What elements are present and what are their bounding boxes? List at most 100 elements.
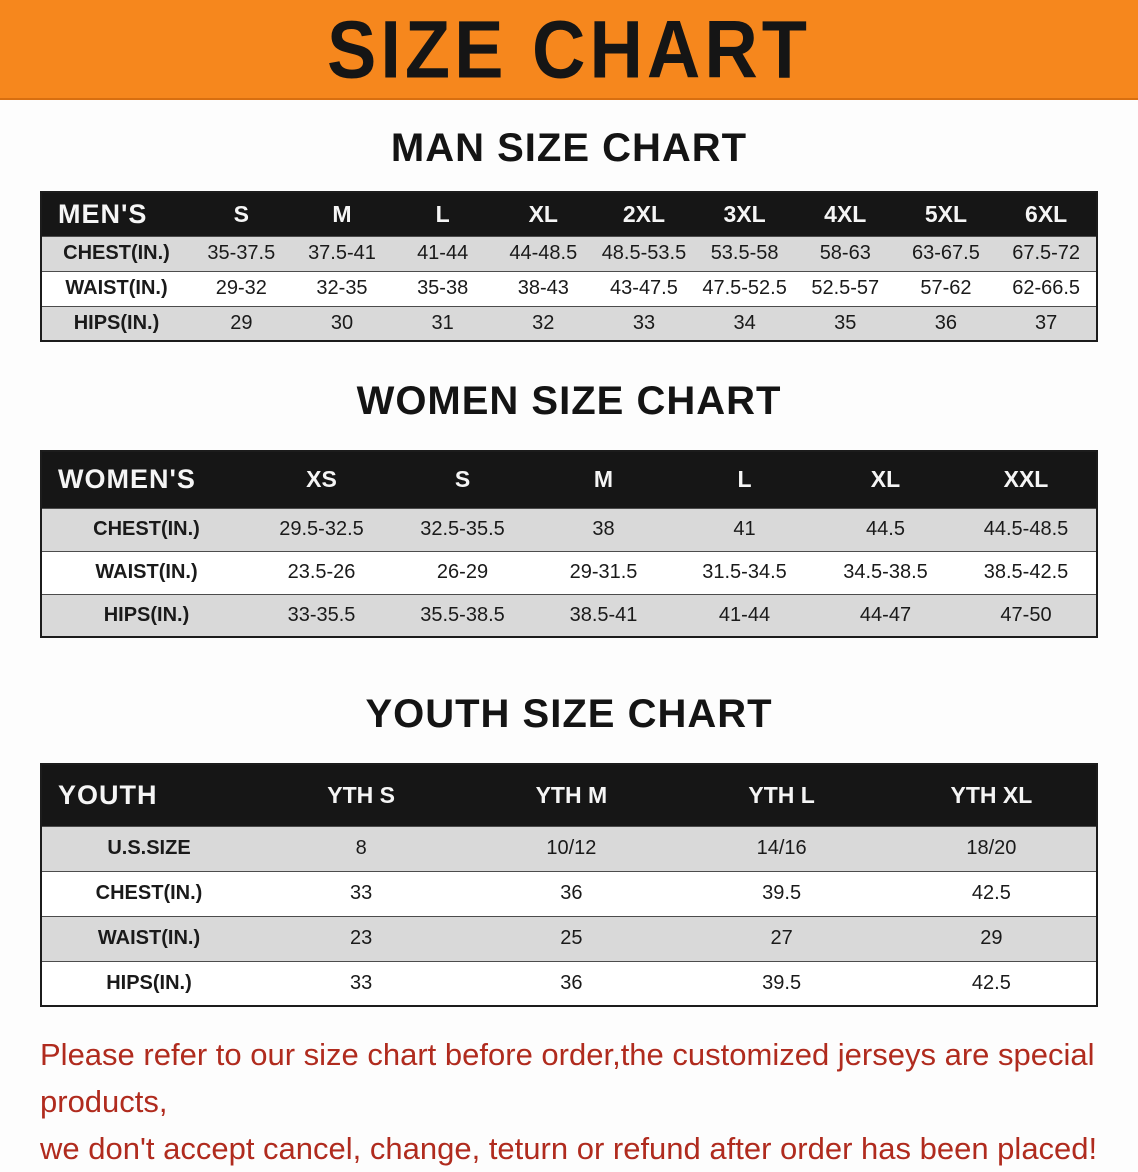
size-value-cell: 18/20 bbox=[966, 837, 1017, 859]
row-label: U.S.SIZE bbox=[107, 837, 191, 859]
size-value-cell: 10/12 bbox=[546, 837, 597, 859]
size-value-cell: 57-62 bbox=[920, 277, 972, 299]
size-value-cell: 43-47.5 bbox=[610, 277, 678, 299]
youth-group-label: YOUTH bbox=[58, 779, 158, 810]
size-value-cell: 38 bbox=[592, 518, 615, 540]
youth-section-heading: YOUTH SIZE CHART bbox=[365, 692, 773, 736]
size-value-cell: 23.5-26 bbox=[287, 561, 356, 583]
size-column-header: YTH M bbox=[535, 781, 608, 808]
size-value-cell: 33-35.5 bbox=[287, 603, 356, 626]
size-value-cell: 33 bbox=[350, 971, 373, 994]
size-column-header: S bbox=[454, 466, 471, 493]
table-row: CHEST(IN.) 33 36 39.5 42.5 bbox=[41, 871, 1097, 916]
size-value-cell: 25 bbox=[560, 927, 583, 949]
size-value-cell: 26-29 bbox=[436, 561, 489, 583]
row-label: CHEST(IN.) bbox=[95, 882, 203, 904]
size-value-cell: 37 bbox=[1035, 311, 1058, 334]
size-value-cell: 48.5-53.5 bbox=[601, 242, 687, 264]
table-row: CHEST(IN.) 35-37.5 37.5-41 41-44 44-48.5 48.5… bbox=[41, 236, 1097, 271]
women-section: WOMEN SIZE CHART WOMEN'S XS S M L XL XXL CHEST(… bbox=[0, 379, 1138, 638]
youth-header-row: YOUTH YTH S YTH M YTH L YTH XL bbox=[41, 764, 1097, 826]
table-row: U.S.SIZE 8 10/12 14/16 18/20 bbox=[41, 826, 1097, 871]
size-column-header: L bbox=[435, 200, 450, 227]
table-row: CHEST(IN.) 29.5-32.5 32.5-35.5 38 41 44.5 44.5… bbox=[41, 508, 1097, 551]
size-value-cell: 27 bbox=[770, 927, 793, 949]
size-value-cell: 33 bbox=[350, 882, 373, 904]
table-row: WAIST(IN.) 23.5-26 26-29 29-31.5 31.5-34.5 34… bbox=[41, 551, 1097, 594]
size-value-cell: 8 bbox=[355, 837, 367, 859]
size-value-cell: 32.5-35.5 bbox=[420, 518, 505, 540]
men-section-heading: MAN SIZE CHART bbox=[390, 126, 748, 170]
row-label: WAIST(IN.) bbox=[95, 561, 198, 583]
women-size-table: WOMEN'S XS S M L XL XXL CHEST(IN.) 29.5-32.5 32.5… bbox=[40, 450, 1098, 638]
mens-group-label: MEN'S bbox=[58, 198, 148, 229]
size-value-cell: 35-38 bbox=[417, 277, 469, 299]
notice-line-2: we don't accept cancel, change, teturn o… bbox=[40, 1131, 1098, 1166]
size-value-cell: 35 bbox=[834, 311, 857, 334]
size-value-cell: 14/16 bbox=[756, 837, 807, 859]
table-row: HIPS(IN.) 33 36 39.5 42.5 bbox=[41, 961, 1097, 1006]
row-label: HIPS(IN.) bbox=[103, 603, 190, 626]
row-label: WAIST(IN.) bbox=[97, 927, 201, 949]
size-value-cell: 42.5 bbox=[971, 971, 1011, 994]
size-value-cell: 44.5 bbox=[866, 518, 905, 540]
size-value-cell: 32-35 bbox=[316, 277, 368, 299]
size-value-cell: 41-44 bbox=[417, 242, 469, 264]
men-section: MAN SIZE CHART MEN'S S M L XL 2XL 3XL 4XL 5XL 6XL… bbox=[0, 126, 1138, 342]
size-value-cell: 36 bbox=[934, 311, 958, 334]
youth-section: YOUTH SIZE CHART YOUTH YTH S YTH M YTH L YTH… bbox=[0, 692, 1138, 1007]
womens-header-row: WOMEN'S XS S M L XL XXL bbox=[41, 451, 1097, 508]
size-value-cell: 29 bbox=[980, 927, 1003, 949]
row-label: HIPS(IN.) bbox=[73, 311, 160, 334]
size-value-cell: 44-48.5 bbox=[509, 242, 578, 264]
table-row: HIPS(IN.) 33-35.5 35.5-38.5 38.5-41 41-44 44-… bbox=[41, 594, 1097, 637]
size-value-cell: 58-63 bbox=[819, 242, 871, 264]
size-column-header: XL bbox=[528, 200, 558, 227]
men-size-table: MEN'S S M L XL 2XL 3XL 4XL 5XL 6XL CHEST(IN.) 35-37… bbox=[40, 191, 1098, 342]
size-value-cell: 63-67.5 bbox=[912, 242, 980, 264]
size-column-header: M bbox=[332, 200, 352, 227]
size-column-header: 2XL bbox=[622, 200, 666, 227]
size-value-cell: 38-43 bbox=[517, 277, 569, 299]
size-value-cell: 32 bbox=[532, 311, 555, 334]
size-column-header: XS bbox=[306, 466, 337, 493]
size-value-cell: 67.5-72 bbox=[1012, 242, 1081, 264]
youth-size-table: YOUTH YTH S YTH M YTH L YTH XL U.S.SIZE 8 10/12… bbox=[40, 763, 1098, 1007]
size-column-header: YTH S bbox=[327, 781, 395, 808]
size-value-cell: 41-44 bbox=[718, 603, 771, 626]
size-value-cell: 52.5-57 bbox=[811, 277, 880, 299]
banner: SIZE CHART bbox=[0, 0, 1138, 100]
size-value-cell: 44-47 bbox=[859, 603, 912, 626]
size-value-cell: 35-37.5 bbox=[207, 242, 276, 264]
size-column-header: 3XL bbox=[723, 200, 766, 227]
table-row: WAIST(IN.) 29-32 32-35 35-38 38-43 43-47.5 47.… bbox=[41, 271, 1097, 306]
size-value-cell: 34.5-38.5 bbox=[843, 561, 928, 583]
size-value-cell: 31 bbox=[431, 311, 454, 334]
size-value-cell: 29-32 bbox=[215, 277, 267, 299]
notice-line-1: Please refer to our size chart before or… bbox=[40, 1037, 1095, 1119]
row-label: CHEST(IN.) bbox=[63, 242, 170, 264]
size-column-header: 4XL bbox=[824, 200, 867, 227]
size-value-cell: 34 bbox=[733, 311, 756, 334]
row-label: CHEST(IN.) bbox=[93, 518, 200, 540]
size-value-cell: 53.5-58 bbox=[710, 242, 779, 264]
table-row: HIPS(IN.) 29 30 31 32 33 34 35 36 37 bbox=[41, 306, 1097, 341]
size-value-cell: 36 bbox=[560, 971, 583, 994]
womens-group-label: WOMEN'S bbox=[58, 464, 196, 495]
page-title: SIZE CHART bbox=[327, 3, 811, 95]
size-column-header: XXL bbox=[1003, 466, 1049, 493]
size-value-cell: 39.5 bbox=[762, 971, 802, 994]
content: MAN SIZE CHART MEN'S S M L XL 2XL 3XL 4XL 5XL 6XL… bbox=[0, 126, 1138, 1172]
size-column-header: XL bbox=[870, 466, 901, 493]
size-value-cell: 44.5-48.5 bbox=[983, 518, 1069, 540]
size-value-cell: 42.5 bbox=[971, 882, 1011, 904]
size-value-cell: 36 bbox=[560, 882, 583, 904]
size-value-cell: 39.5 bbox=[762, 882, 802, 904]
table-row: WAIST(IN.) 23 25 27 29 bbox=[41, 916, 1097, 961]
women-section-heading: WOMEN SIZE CHART bbox=[356, 379, 782, 423]
size-column-header: 5XL bbox=[924, 200, 968, 227]
size-value-cell: 62-66.5 bbox=[1012, 277, 1081, 299]
size-column-header: 6XL bbox=[1025, 200, 1068, 227]
size-value-cell: 47-50 bbox=[1000, 603, 1052, 626]
